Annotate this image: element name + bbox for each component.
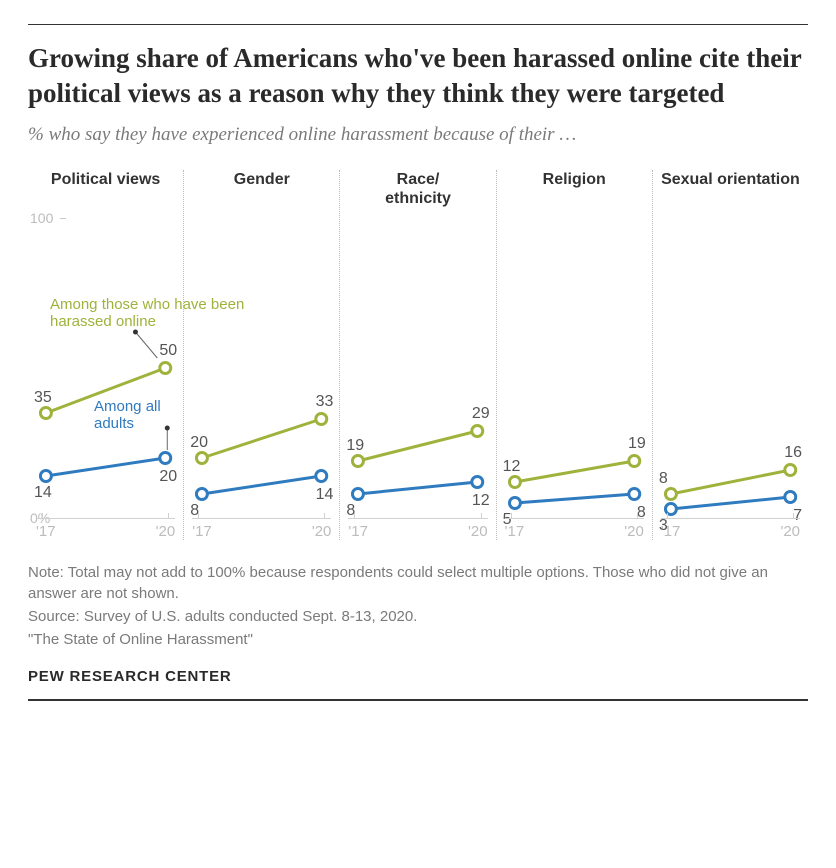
x-axis: '17 '20: [344, 523, 491, 540]
chart-panel: Sexual orientation 8 16 3 7'17'20: [653, 170, 808, 540]
y-axis-label-100: 100: [30, 210, 53, 226]
chart-panel: Religion121958'17'20: [497, 170, 653, 540]
chart-svg: [32, 218, 179, 518]
chart-svg: [188, 218, 335, 518]
x-axis-label: '20: [624, 523, 644, 540]
chart-area: 2033814: [188, 218, 335, 518]
legend-all-adults: Among all adults: [94, 398, 194, 433]
chart-area: 121958: [501, 218, 648, 518]
x-axis: '17'20: [501, 523, 648, 540]
panel-title: Political views: [32, 170, 179, 212]
footer-attribution: PEW RESEARCH CENTER: [28, 668, 808, 685]
x-axis-label: '20: [312, 523, 332, 540]
data-label: 7: [793, 507, 802, 525]
data-label: 33: [316, 393, 334, 411]
chart-panel: Political views 1000%Among those who have…: [28, 170, 184, 540]
data-label: 8: [659, 470, 668, 488]
panel-title: Sexual orientation: [657, 170, 804, 212]
x-axis-label: '17: [192, 523, 212, 540]
data-label: 50: [159, 342, 177, 360]
data-label: 3: [659, 517, 668, 535]
x-axis: '17'20: [657, 523, 804, 540]
panel-title: Gender: [188, 170, 335, 212]
chart-panels: Political views 1000%Among those who have…: [28, 170, 808, 540]
x-axis-rule: [661, 518, 800, 519]
x-axis-rule: [192, 518, 331, 519]
top-rule: [28, 24, 808, 25]
x-axis: '17'20: [32, 523, 179, 540]
data-label: 14: [316, 486, 334, 504]
data-label: 16: [784, 444, 802, 462]
x-axis-label: '20: [156, 523, 176, 540]
data-label: 19: [628, 435, 646, 453]
bottom-rule: [28, 699, 808, 701]
data-label: 14: [34, 484, 52, 502]
chart-svg: [501, 218, 648, 518]
chart-panel: Gender2033814'17'20: [184, 170, 340, 540]
data-label: 20: [190, 434, 208, 452]
x-axis-rule: [36, 518, 175, 519]
chart-svg: [657, 218, 804, 518]
panel-title: Race/ ethnicity: [344, 170, 491, 212]
x-axis-label: '17: [348, 523, 368, 540]
x-axis-label: '20: [468, 523, 488, 540]
data-label: 20: [159, 468, 177, 486]
data-label: 29: [472, 405, 490, 423]
chart-subtitle: % who say they have experienced online h…: [28, 124, 808, 146]
x-axis-label: '20: [780, 523, 800, 540]
panel-title: Religion: [501, 170, 648, 212]
note-line-1: Note: Total may not add to 100% because …: [28, 562, 808, 604]
chart-area: 81637: [657, 218, 804, 518]
chart-panel: Race/ ethnicity1929812'17'20: [340, 170, 496, 540]
chart-area: 1000%Among those who have been harassed …: [32, 218, 179, 518]
data-label: 19: [346, 437, 364, 455]
chart-title: Growing share of Americans who've been h…: [28, 41, 808, 110]
data-label: 12: [503, 458, 521, 476]
data-label: 8: [637, 504, 646, 522]
x-axis-rule: [505, 518, 644, 519]
data-label: 35: [34, 389, 52, 407]
data-label: 12: [472, 492, 490, 510]
chart-svg: [344, 218, 491, 518]
x-axis: '17 '20: [188, 523, 335, 540]
note-line-3: "The State of Online Harassment": [28, 629, 808, 650]
x-axis-rule: [348, 518, 487, 519]
chart-area: 1929812: [344, 218, 491, 518]
note-line-2: Source: Survey of U.S. adults conducted …: [28, 606, 808, 627]
